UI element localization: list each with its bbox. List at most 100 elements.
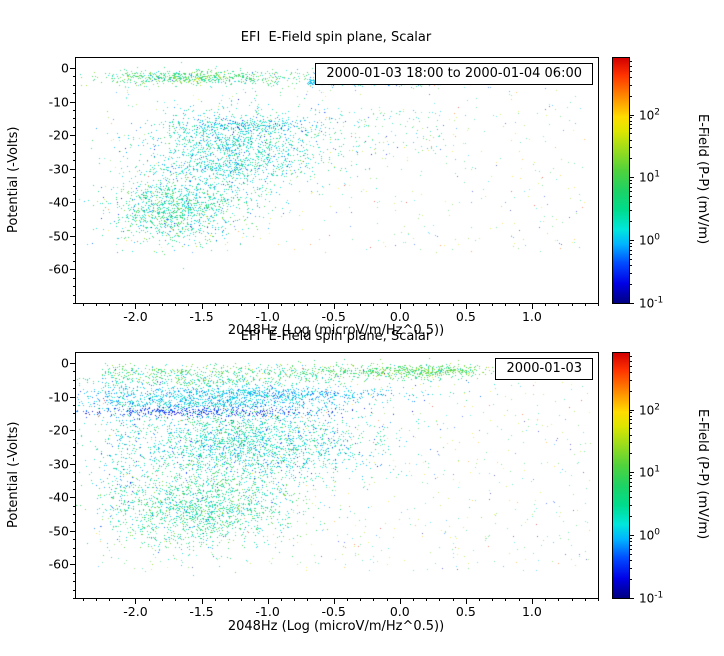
colorbar-tick-label: 100: [639, 232, 661, 248]
x-minor-tick: [307, 598, 309, 601]
x-tick-label: -0.5: [321, 309, 346, 324]
x-minor-tick: [492, 598, 494, 601]
plot-area: 2000-01-03 -2.0 -1.5 -1.0 -0.5 0.0 0.5 1.0 0 -10…: [49, 352, 599, 619]
y-major-tick: [70, 269, 76, 271]
x-tick-label: 0.0: [389, 309, 410, 324]
y-tick-label: -40: [48, 194, 69, 210]
x-minor-tick: [584, 598, 586, 601]
colorbar-major-tick: [629, 409, 634, 411]
colorbar-axis-label: E-Field (P-P) (mV/m): [695, 114, 710, 245]
colorbar-minor-tick: [629, 453, 632, 455]
colorbar-major-tick: [629, 240, 634, 242]
y-minor-tick: [73, 539, 76, 541]
y-major-tick: [70, 530, 76, 532]
y-minor-tick: [73, 84, 76, 86]
colorbar-minor-tick: [629, 183, 632, 185]
x-minor-tick: [439, 598, 441, 601]
y-minor-tick: [73, 505, 76, 507]
x-major-tick: [531, 598, 533, 604]
y-tick-label: -30: [48, 161, 69, 177]
x-axis-label: 2048Hz (Log (microV/m/Hz^0.5)): [227, 619, 445, 634]
colorbar-minor-tick: [629, 428, 632, 430]
colorbar-minor-tick: [629, 84, 632, 86]
colorbar-minor-tick: [629, 423, 632, 425]
colorbar-minor-tick: [629, 482, 632, 484]
x-minor-tick: [148, 598, 150, 601]
y-minor-tick: [73, 581, 76, 583]
x-major-tick: [465, 303, 467, 309]
x-minor-tick: [294, 303, 296, 306]
x-minor-tick: [280, 303, 282, 306]
colorbar-minor-tick: [629, 120, 632, 122]
x-minor-tick: [360, 303, 362, 306]
y-tick-label: -20: [48, 422, 69, 438]
x-minor-tick: [386, 598, 388, 601]
y-axis-label: Potential (-Volts): [6, 421, 21, 528]
x-minor-tick: [412, 598, 414, 601]
y-minor-tick: [73, 227, 76, 229]
x-minor-tick: [505, 303, 507, 306]
x-minor-tick: [227, 598, 229, 601]
x-minor-tick: [254, 598, 256, 601]
y-minor-tick: [73, 185, 76, 187]
y-minor-tick: [73, 547, 76, 549]
x-minor-tick: [571, 303, 573, 306]
y-tick-label: -10: [48, 94, 69, 110]
x-minor-tick: [122, 303, 124, 306]
x-minor-tick: [518, 303, 520, 306]
x-minor-tick: [346, 598, 348, 601]
x-minor-tick: [426, 303, 428, 306]
y-major-tick: [70, 135, 76, 137]
y-minor-tick: [73, 160, 76, 162]
colorbar-minor-tick: [629, 544, 632, 546]
colorbar-major-tick: [629, 535, 634, 537]
colorbar-minor-tick: [629, 491, 632, 493]
colorbar-minor-tick: [629, 76, 632, 78]
x-tick-label: -2.0: [123, 604, 148, 619]
y-minor-tick: [73, 514, 76, 516]
y-minor-tick: [73, 480, 76, 482]
x-minor-tick: [518, 598, 520, 601]
colorbar-minor-tick: [629, 265, 632, 267]
chart-title: EFI E-Field spin plane, Scalar: [240, 30, 432, 45]
x-minor-tick: [161, 598, 163, 601]
colorbar-tick-label: 101: [639, 169, 661, 185]
x-tick-label: -0.5: [321, 604, 346, 619]
y-tick-label: 0: [61, 355, 69, 371]
y-minor-tick: [73, 421, 76, 423]
x-minor-tick: [505, 598, 507, 601]
y-major-tick: [70, 363, 76, 365]
x-minor-tick: [346, 303, 348, 306]
y-minor-tick: [73, 556, 76, 558]
colorbar-minor-tick: [629, 133, 632, 135]
colorbar-minor-tick: [629, 554, 632, 556]
y-minor-tick: [73, 252, 76, 254]
colorbar-minor-tick: [629, 259, 632, 261]
x-minor-tick: [373, 598, 375, 601]
x-minor-tick: [254, 303, 256, 306]
y-minor-tick: [73, 118, 76, 120]
x-minor-tick: [227, 303, 229, 306]
colorbar-minor-tick: [629, 541, 632, 543]
x-minor-tick: [426, 598, 428, 601]
y-minor-tick: [73, 472, 76, 474]
y-minor-tick: [73, 303, 76, 304]
x-tick-label: 0.5: [455, 309, 476, 324]
y-major-tick: [70, 430, 76, 432]
y-major-tick: [70, 202, 76, 204]
colorbar-tick-label: 102: [639, 107, 661, 123]
x-minor-tick: [479, 598, 481, 601]
colorbar-minor-tick: [629, 284, 632, 286]
x-minor-tick: [479, 303, 481, 306]
colorbar-minor-tick: [629, 210, 632, 212]
y-major-tick: [70, 235, 76, 237]
x-minor-tick: [214, 303, 216, 306]
colorbar-minor-tick: [629, 124, 632, 126]
colorbar-minor-tick: [629, 180, 632, 182]
y-minor-tick: [73, 261, 76, 263]
colorbar-minor-tick: [629, 246, 632, 248]
x-minor-tick: [241, 598, 243, 601]
x-minor-tick: [584, 303, 586, 306]
y-minor-tick: [73, 522, 76, 524]
y-major-tick: [70, 396, 76, 398]
